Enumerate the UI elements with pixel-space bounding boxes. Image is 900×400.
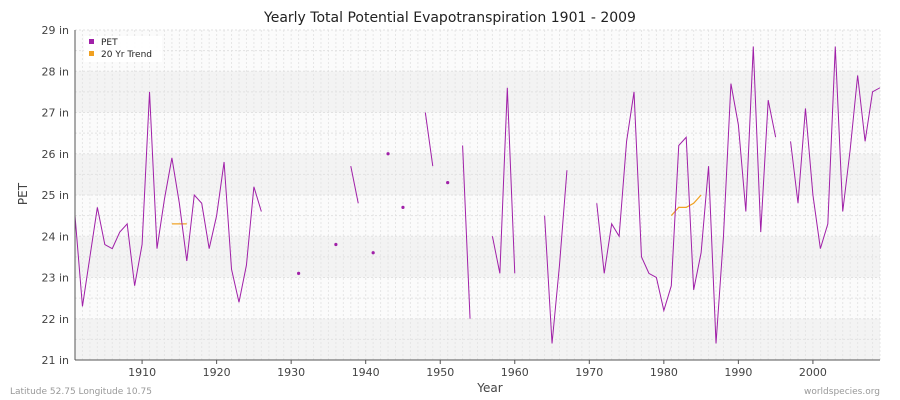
y-axis-label: PET (16, 182, 30, 205)
x-tick-label: 1980 (650, 366, 678, 379)
x-tick-label: 1990 (724, 366, 752, 379)
pet-line-segment (424, 112, 434, 167)
pet-point (297, 271, 301, 275)
x-tick-label: 1930 (277, 366, 305, 379)
y-tick-label: 27 in (41, 107, 69, 120)
x-tick-label: 1920 (203, 366, 231, 379)
pet-line-segment (544, 170, 568, 344)
legend-swatch-trend (89, 51, 94, 56)
x-axis-label: Year (476, 381, 502, 395)
y-tick-label: 21 in (41, 354, 69, 367)
pet-point (386, 152, 390, 156)
x-tick-label: 1960 (501, 366, 529, 379)
legend-label-trend: 20 Yr Trend (101, 50, 152, 60)
pet-point (446, 181, 450, 185)
axes (74, 30, 880, 364)
x-tick-label: 1940 (352, 366, 380, 379)
legend: PET 20 Yr Trend (84, 36, 162, 62)
pet-line-segment (790, 46, 881, 249)
legend-box (84, 36, 162, 62)
y-tick-label: 26 in (41, 148, 69, 161)
pet-point (401, 205, 405, 209)
y-tick-label: 28 in (41, 65, 69, 78)
legend-swatch-pet (89, 39, 94, 44)
trend-line-segment (670, 194, 702, 217)
pet-line-segment (350, 166, 359, 204)
tick-labels: 21 in 22 in 23 in 24 in 25 in 26 in 27 in 28 in… (41, 24, 826, 379)
pet-point (371, 251, 375, 255)
pet-line-segment (596, 46, 777, 344)
trend-series (171, 194, 702, 225)
y-tick-label: 24 in (41, 230, 69, 243)
pet-line-segment (74, 91, 262, 307)
pet-line-segment (462, 145, 471, 319)
x-tick-label: 1950 (426, 366, 454, 379)
gridlines (74, 29, 881, 361)
x-tick-label: 1970 (575, 366, 603, 379)
y-tick-label: 22 in (41, 313, 69, 326)
chart-title: Yearly Total Potential Evapotranspiratio… (263, 10, 636, 26)
y-tick-label: 29 in (41, 24, 69, 37)
pet-point (334, 242, 338, 247)
legend-label-pet: PET (101, 38, 118, 48)
pet-line-segment (491, 87, 516, 274)
footer-source: worldspecies.org (804, 387, 880, 397)
x-tick-label: 1910 (128, 366, 156, 379)
y-tick-label: 23 in (41, 272, 69, 285)
footer-location: Latitude 52.75 Longitude 10.75 (10, 387, 152, 397)
x-tick-label: 2000 (799, 366, 827, 379)
pet-series (74, 46, 881, 344)
y-tick-label: 25 in (41, 189, 69, 202)
